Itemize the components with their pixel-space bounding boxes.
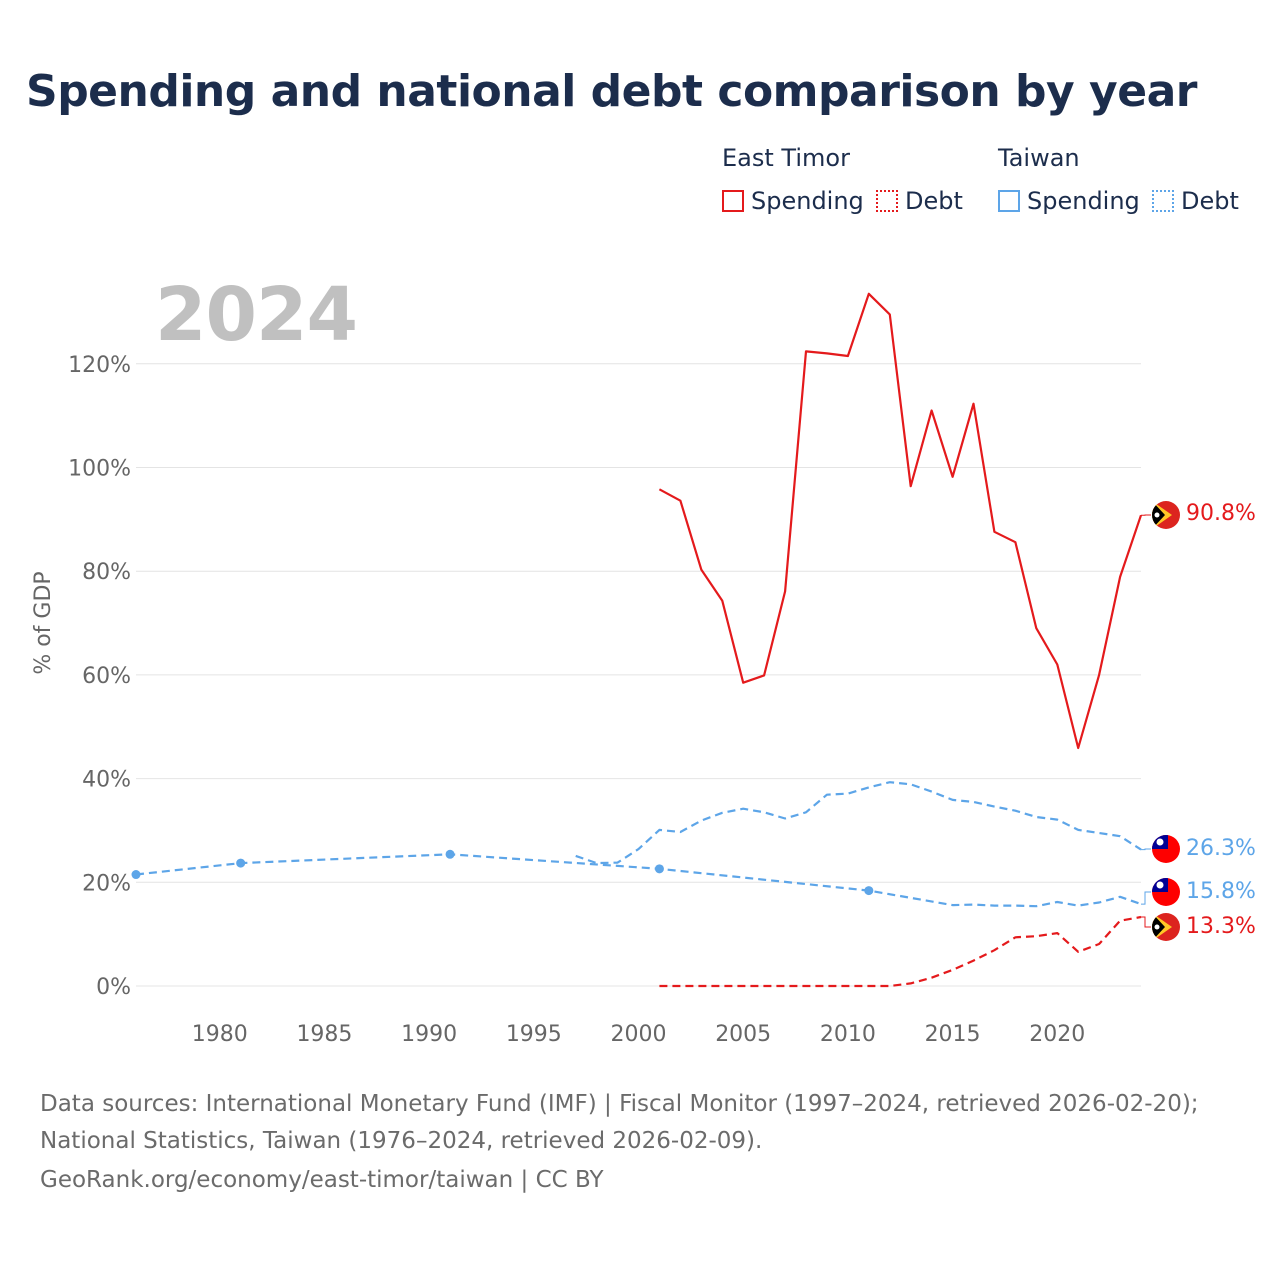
y-tick-label: 0% bbox=[96, 975, 131, 1000]
series-line-taiwan-spending[interactable] bbox=[135, 853, 1142, 908]
x-tick-label: 1995 bbox=[506, 1022, 562, 1047]
series-line-east-timor-spending[interactable] bbox=[658, 292, 1143, 750]
legend-swatch-solid-icon bbox=[998, 190, 1020, 212]
legend-swatch-dotted-icon bbox=[1152, 190, 1174, 212]
legend-label: Debt bbox=[1181, 187, 1239, 215]
taiwan-flag-icon bbox=[1152, 878, 1180, 906]
end-label-east-timor-spending: 90.8% bbox=[1186, 501, 1256, 526]
legend-taiwan-debt[interactable]: Debt bbox=[1152, 187, 1239, 215]
series-line-taiwan-debt[interactable] bbox=[575, 781, 1142, 865]
taiwan-flag-icon bbox=[1152, 835, 1180, 863]
y-tick-label: 60% bbox=[82, 664, 131, 689]
end-label-connector bbox=[1141, 916, 1151, 928]
end-label-connector bbox=[1141, 848, 1151, 851]
x-tick-label: 2005 bbox=[715, 1022, 771, 1047]
y-tick-label: 100% bbox=[68, 457, 131, 482]
y-tick-label: 80% bbox=[82, 560, 131, 585]
legend-group-east-timor: East Timor bbox=[722, 144, 850, 172]
data-point-marker[interactable] bbox=[864, 886, 874, 896]
y-tick-label: 20% bbox=[82, 871, 131, 896]
y-tick-label: 40% bbox=[82, 768, 131, 793]
data-point-marker[interactable] bbox=[654, 864, 664, 874]
x-tick-label: 2010 bbox=[820, 1022, 876, 1047]
series-line-east-timor-debt[interactable] bbox=[659, 915, 1142, 988]
x-tick-label: 1990 bbox=[401, 1022, 457, 1047]
legend-swatch-solid-icon bbox=[722, 190, 744, 212]
end-label-connector bbox=[1141, 891, 1151, 905]
legend-label: Spending bbox=[751, 187, 864, 215]
east-timor-flag-icon bbox=[1152, 913, 1180, 941]
footer-sources-line-1: Data sources: International Monetary Fun… bbox=[40, 1091, 1199, 1117]
legend-label: Debt bbox=[905, 187, 963, 215]
east-timor-flag-icon bbox=[1152, 501, 1180, 529]
legend-group-taiwan: Taiwan bbox=[998, 144, 1080, 172]
end-label-taiwan-spending: 15.8% bbox=[1186, 879, 1256, 904]
chart-title: Spending and national debt comparison by… bbox=[26, 66, 1197, 117]
legend-east-timor-debt[interactable]: Debt bbox=[876, 187, 963, 215]
x-tick-label: 1980 bbox=[192, 1022, 248, 1047]
y-axis-label: % of GDP bbox=[31, 571, 56, 674]
end-label-taiwan-debt: 26.3% bbox=[1186, 836, 1256, 861]
year-watermark: 2024 bbox=[155, 272, 358, 358]
x-tick-label: 2015 bbox=[925, 1022, 981, 1047]
chart-plot-area: 0% 20% 40% 60% 80% 100% 120% 1980 1985 1990 1995 20… bbox=[31, 292, 1256, 1047]
y-tick-label: 120% bbox=[68, 353, 131, 378]
data-point-marker[interactable] bbox=[131, 870, 141, 880]
legend-swatch-dotted-icon bbox=[876, 190, 898, 212]
data-point-marker[interactable] bbox=[445, 849, 455, 859]
legend-east-timor-spending[interactable]: Spending bbox=[722, 187, 864, 215]
x-tick-label: 2000 bbox=[611, 1022, 667, 1047]
footer-sources-line-2: National Statistics, Taiwan (1976–2024, … bbox=[40, 1128, 763, 1154]
x-tick-label: 1985 bbox=[296, 1022, 352, 1047]
end-label-east-timor-debt: 13.3% bbox=[1186, 914, 1256, 939]
legend-taiwan-spending[interactable]: Spending bbox=[998, 187, 1140, 215]
data-point-marker[interactable] bbox=[236, 858, 246, 868]
footer-attribution-link[interactable]: GeoRank.org/economy/east-timor/taiwan | … bbox=[40, 1167, 604, 1193]
legend-label: Spending bbox=[1027, 187, 1140, 215]
x-tick-label: 2020 bbox=[1029, 1022, 1085, 1047]
